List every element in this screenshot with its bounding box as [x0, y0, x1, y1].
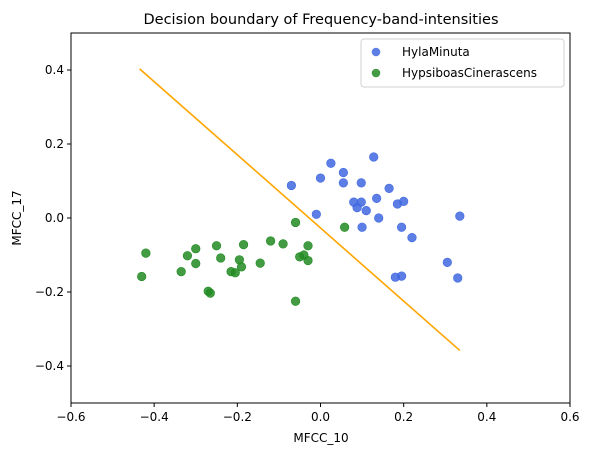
data-point — [278, 239, 288, 249]
x-tick-label: 0.6 — [560, 410, 579, 424]
data-point — [191, 258, 201, 269]
data-point — [453, 273, 463, 283]
y-axis-label: MFCC_17 — [10, 190, 24, 245]
data-point — [176, 267, 186, 277]
legend-marker — [371, 68, 381, 78]
legend-label: HylaMinuta — [402, 45, 470, 59]
data-point — [236, 262, 247, 272]
data-point — [369, 152, 379, 162]
data-point — [338, 167, 348, 178]
data-point — [352, 203, 362, 213]
y-tick-label: −0.2 — [35, 285, 64, 299]
x-tick-label: 0.4 — [477, 410, 496, 424]
data-point — [356, 178, 366, 188]
data-point — [396, 271, 407, 281]
decision-boundary-line — [139, 68, 461, 352]
data-point — [384, 183, 394, 193]
data-point — [216, 253, 226, 263]
data-point — [357, 222, 367, 232]
data-point — [455, 211, 465, 221]
legend: HylaMinuta HypsiboasCinerascens — [360, 38, 565, 88]
data-point — [191, 244, 201, 254]
y-tick-label: 0.2 — [45, 137, 64, 151]
data-point — [137, 271, 147, 282]
data-point — [230, 268, 240, 278]
data-point — [303, 241, 313, 251]
x-tick-label: 0.0 — [311, 410, 330, 424]
plot-frame — [70, 32, 571, 404]
data-point — [290, 217, 301, 228]
y-tick-label: 0.4 — [45, 63, 64, 77]
data-point — [315, 173, 326, 183]
x-tick-label: −0.2 — [223, 410, 252, 424]
legend-marker — [371, 47, 381, 57]
data-point — [399, 196, 409, 206]
x-tick-label: −0.4 — [140, 410, 169, 424]
legend-box — [360, 38, 565, 88]
data-point — [286, 180, 296, 191]
data-point — [205, 288, 215, 298]
data-point — [255, 258, 265, 268]
data-point — [361, 206, 371, 216]
chart-title: Decision boundary of Frequency-band-inte… — [143, 12, 498, 28]
x-tick-label: −0.6 — [56, 410, 85, 424]
x-axis-label: MFCC_10 — [293, 431, 348, 445]
data-point — [372, 193, 382, 203]
data-point — [311, 209, 321, 219]
data-point — [326, 158, 336, 168]
series-HylaMinuta — [286, 152, 465, 283]
y-tick-label: −0.4 — [35, 359, 64, 373]
y-tick-label: 0.0 — [45, 211, 64, 225]
data-point — [442, 257, 452, 268]
data-point — [340, 222, 350, 232]
plot-area: −0.6 −0.4 −0.2 0.0 0.2 0.4 0.6 −0.4 −0.2 0.0 0.2 0.… — [35, 32, 580, 424]
data-point — [182, 251, 193, 261]
data-point — [290, 296, 301, 306]
data-point — [211, 241, 222, 251]
data-point — [238, 240, 249, 250]
data-point — [374, 213, 384, 223]
data-point — [266, 236, 276, 246]
data-point — [338, 178, 348, 188]
data-point — [141, 248, 151, 258]
series-HypsiboasCinerascens — [137, 217, 350, 306]
legend-label: HypsiboasCinerascens — [402, 66, 537, 80]
data-point — [396, 222, 407, 232]
x-tick-label: 0.2 — [394, 410, 413, 424]
data-point — [407, 233, 417, 243]
data-point — [303, 255, 313, 266]
